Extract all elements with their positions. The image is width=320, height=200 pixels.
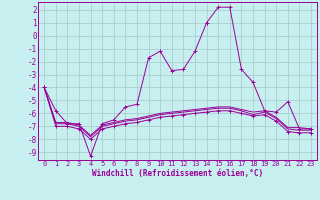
X-axis label: Windchill (Refroidissement éolien,°C): Windchill (Refroidissement éolien,°C) <box>92 169 263 178</box>
